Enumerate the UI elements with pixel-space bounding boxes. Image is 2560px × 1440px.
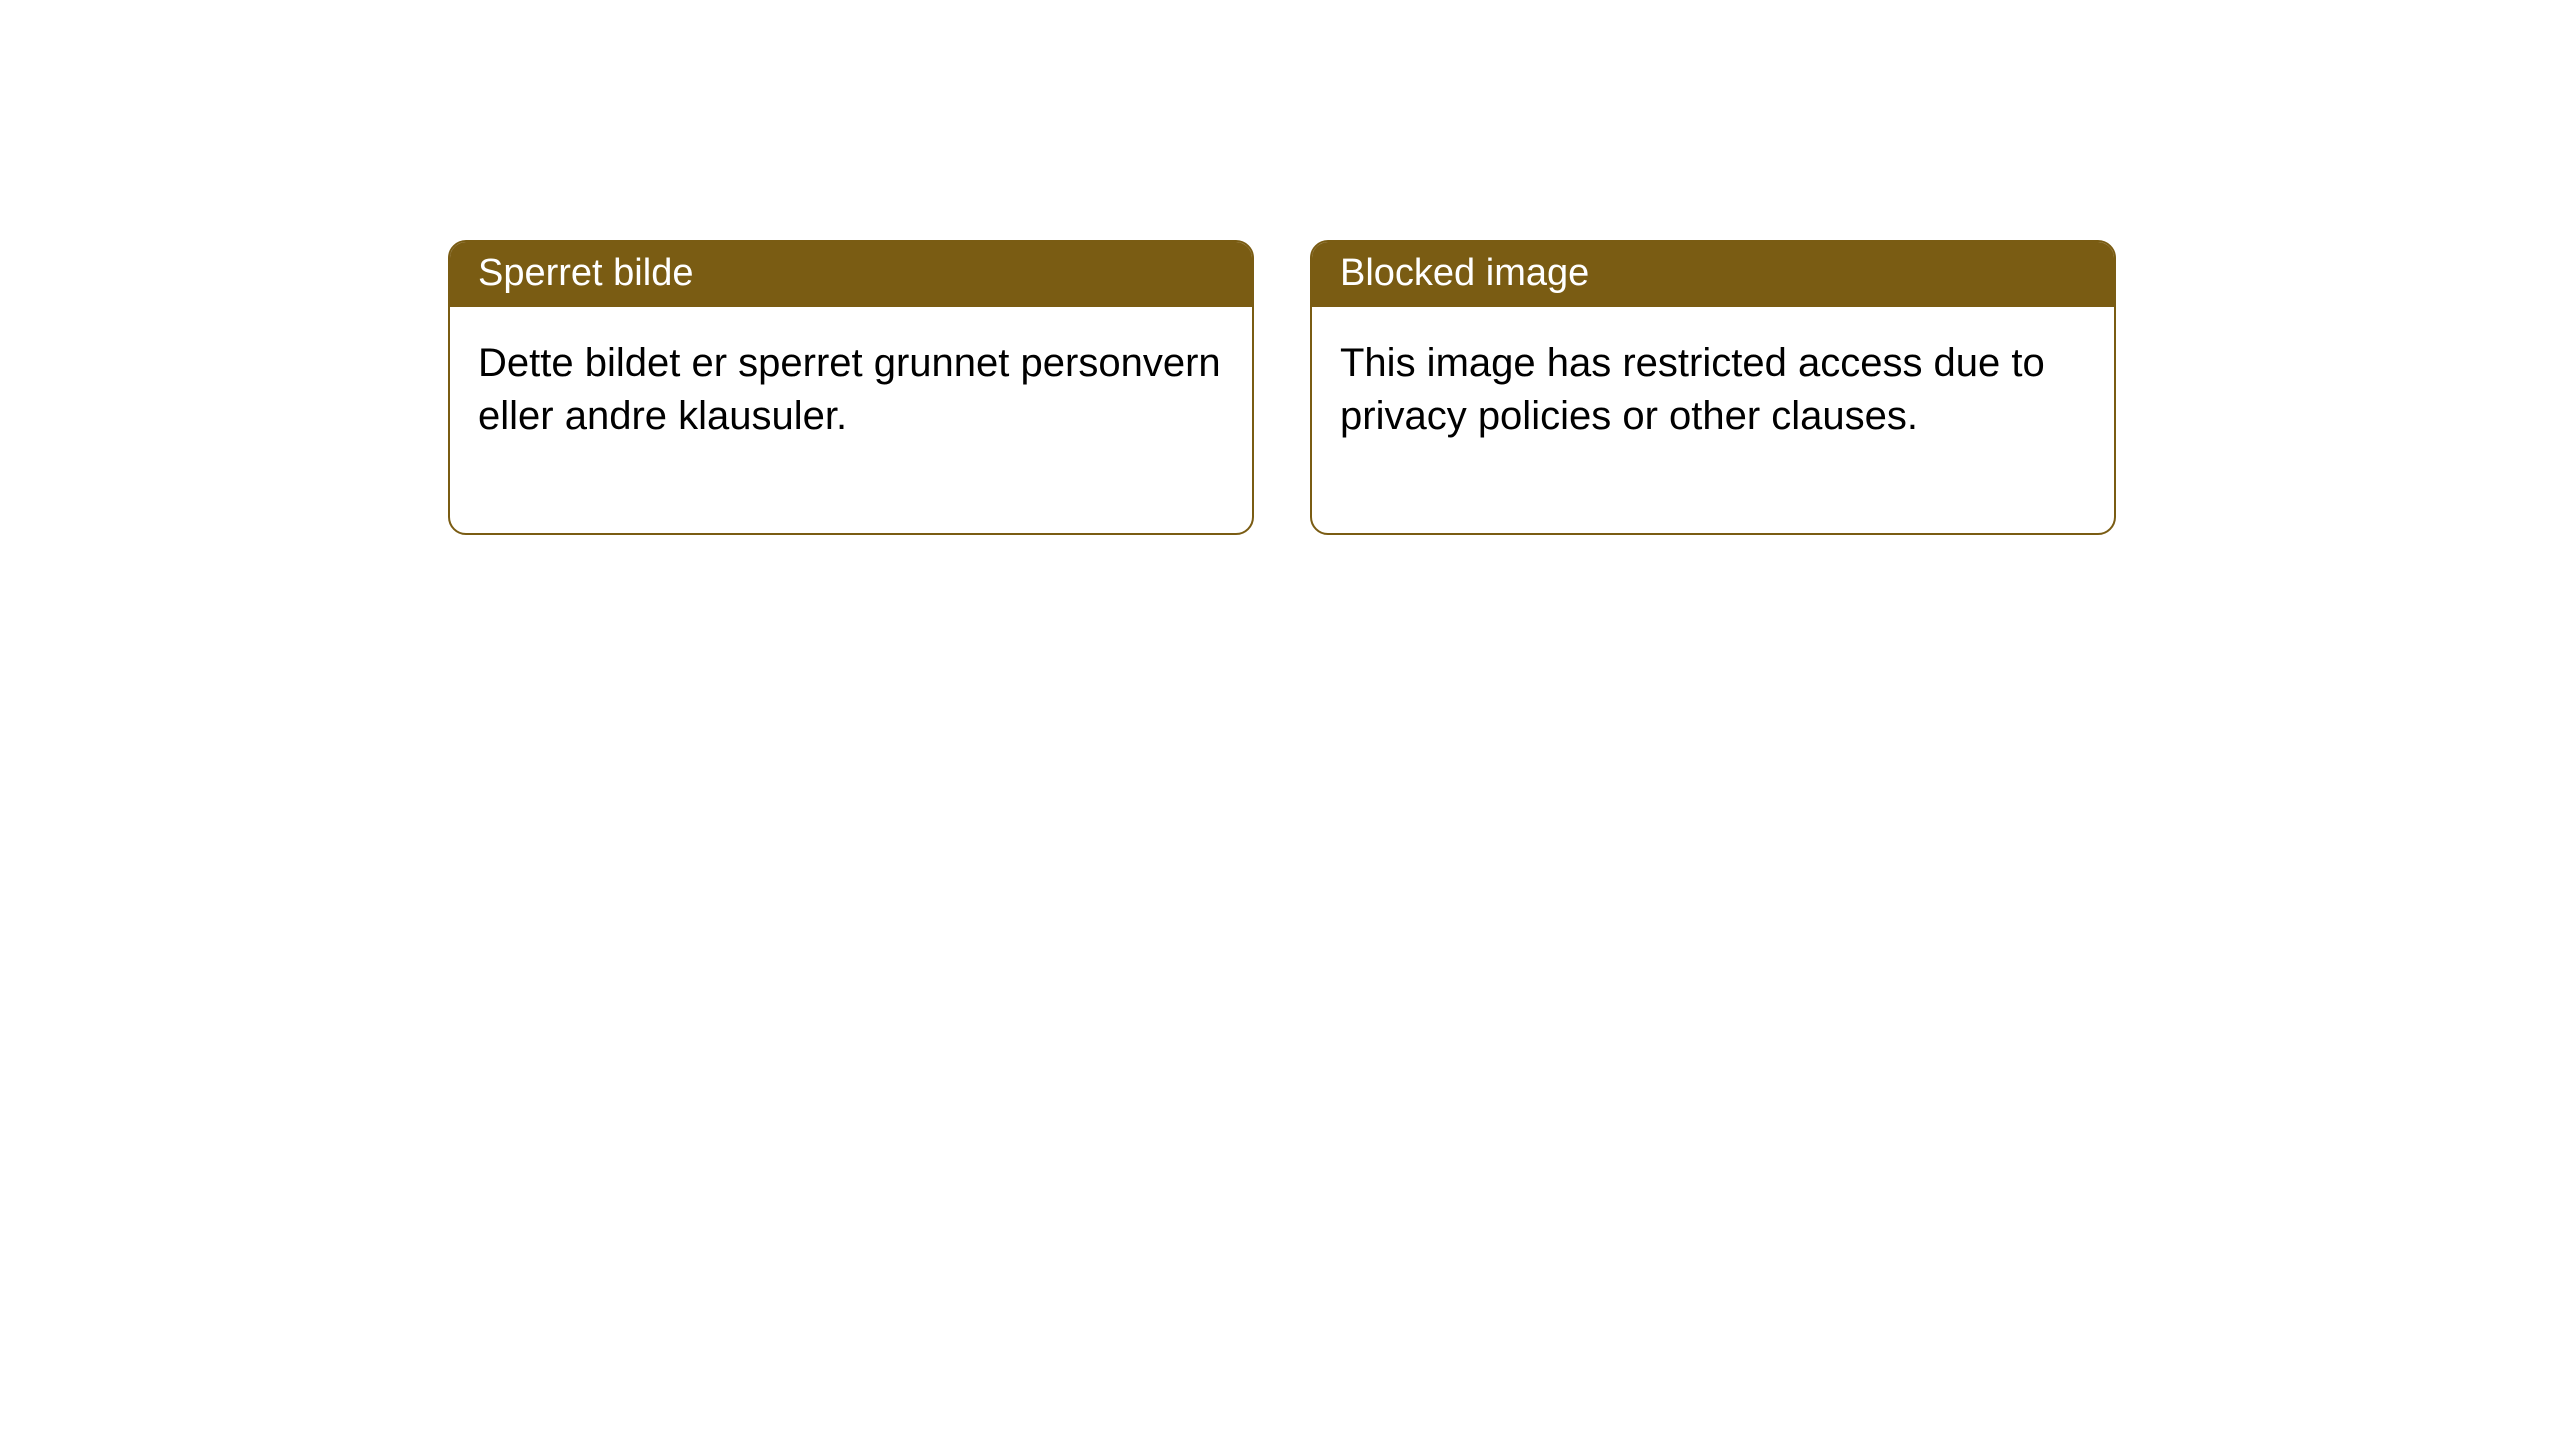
card-title: Blocked image [1340,252,1589,294]
card-body: This image has restricted access due to … [1312,307,2114,533]
card-header: Blocked image [1312,242,2114,307]
notice-container: Sperret bilde Dette bildet er sperret gr… [0,0,2560,535]
card-header: Sperret bilde [450,242,1252,307]
card-body-text: This image has restricted access due to … [1340,341,2045,438]
blocked-image-card-en: Blocked image This image has restricted … [1310,240,2116,535]
card-title: Sperret bilde [478,252,693,294]
card-body: Dette bildet er sperret grunnet personve… [450,307,1252,533]
card-body-text: Dette bildet er sperret grunnet personve… [478,341,1221,438]
blocked-image-card-no: Sperret bilde Dette bildet er sperret gr… [448,240,1254,535]
